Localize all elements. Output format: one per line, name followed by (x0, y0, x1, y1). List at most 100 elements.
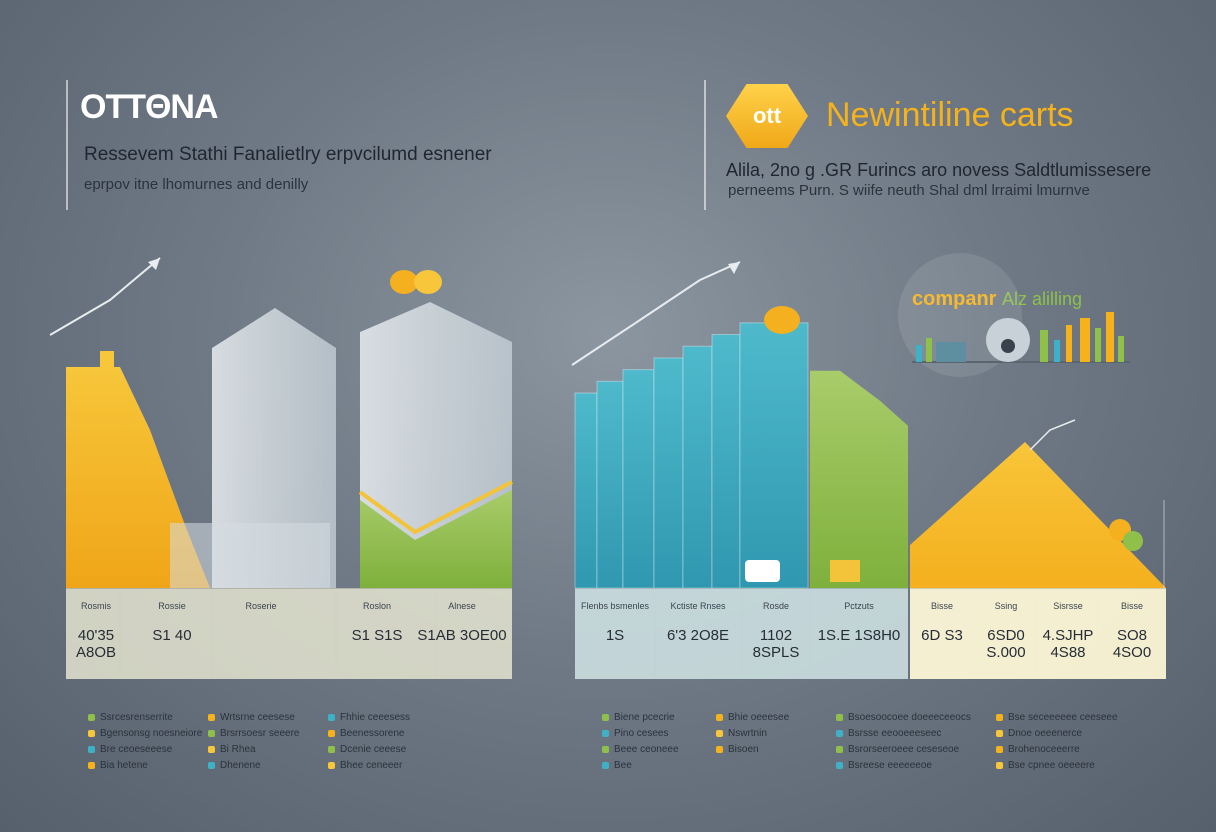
legend-swatch (836, 761, 843, 769)
cell-label: Bisse (930, 601, 953, 611)
legend-label: Beenessorene (340, 728, 405, 739)
cell-label: Roslon (362, 601, 391, 611)
left-subtitle: Ressevem Stathi Fanalietlry erpvcilumd e… (84, 144, 492, 165)
legend-swatch (996, 745, 1003, 753)
legend-item: Beenessorene (328, 728, 405, 739)
legend-item: Bsreese eeeeeeoe (836, 760, 932, 771)
cell-label: Kctiste Rnses (670, 601, 726, 611)
cell-value: 6'3 2O8E (666, 627, 730, 644)
legend-label: Bre ceoeseeese (100, 744, 173, 755)
legend-swatch (328, 761, 335, 769)
cell-label: Alnese (448, 601, 476, 611)
legend-label: Bi Rhea (220, 744, 256, 755)
cell-value: S1AB 3OE00 (417, 627, 507, 644)
legend-label: Pino cesees (614, 728, 669, 739)
legend-label: Biene pcecrie (614, 712, 675, 723)
legend-swatch (88, 729, 95, 737)
legend-item: Bisoen (716, 744, 759, 755)
bar-rosde (739, 322, 809, 589)
inset-title-main: companr (912, 288, 996, 310)
bar-kctiste (622, 369, 655, 589)
bar-kctiste (596, 380, 624, 589)
cell-value: 1S (605, 627, 625, 644)
cell-label: Ssing (994, 601, 1018, 611)
legend-swatch (208, 761, 215, 769)
legend-swatch (328, 713, 335, 721)
legend-item: Dnoe oeeenerce (996, 728, 1082, 739)
legend-item: Pino cesees (602, 728, 668, 739)
legend-swatch (602, 729, 609, 737)
legend-swatch (716, 713, 723, 721)
legend-item: Bre ceoeseeese (88, 744, 172, 755)
trend-arrow-right (1029, 419, 1076, 451)
legend-label: Bsrorseeroeee ceseseoe (848, 744, 960, 755)
legend-item: Bse seceeeeee ceeseee (996, 712, 1118, 723)
legend-swatch (996, 761, 1003, 769)
skyline-bar (936, 342, 966, 362)
inset-title-accent: Alz alilling (1002, 289, 1083, 309)
legend-swatch (88, 713, 95, 721)
legend-swatch (996, 729, 1003, 737)
cell-value: S1 S1S (351, 627, 403, 644)
right-title: Newintiline carts (826, 96, 1074, 134)
legend-item: Beee ceoneee (602, 744, 679, 755)
legend-label: Bhie oeeesee (728, 712, 790, 723)
legend-swatch (328, 729, 335, 737)
legend-swatch (208, 729, 215, 737)
coin-icon (764, 306, 800, 334)
legend-item: Bsoesoocoee doeeeceeocs (836, 712, 971, 723)
cell-value: 6SD0 S.000 (986, 627, 1026, 661)
right-subtitle-2: perneems Purn. S wiife neuth Shal dml lr… (728, 182, 1090, 199)
legend-swatch (716, 729, 723, 737)
coin-icon (414, 270, 442, 294)
legend-label: Fhhie ceeesess (340, 712, 411, 723)
legend-label: Bisoen (728, 744, 759, 755)
legend-swatch (88, 761, 95, 769)
bar-kctiste (682, 345, 713, 589)
legend-swatch (996, 713, 1003, 721)
legend-label: Dnoe oeeenerce (1008, 728, 1082, 739)
cell-label: Pctzuts (844, 601, 874, 611)
bar-flenbs (574, 392, 598, 589)
bar-roserie (212, 308, 336, 588)
coin-icon (390, 270, 418, 294)
skyline-bar (916, 345, 922, 362)
legend-swatch (602, 745, 609, 753)
chart-middle (571, 261, 908, 676)
legend-item: Bsrorseeroeee ceseseoe (836, 744, 959, 755)
legend-label: Bsreese eeeeeeoe (848, 760, 932, 771)
right-subtitle: Alila, 2no g .GR Furincs aro novess Sald… (726, 160, 1152, 180)
skyline-bar (1040, 330, 1048, 362)
satellite-dish-center (1001, 339, 1015, 353)
legend-swatch (836, 729, 843, 737)
brand-logo-text: ott (752, 103, 782, 128)
legend-swatch (208, 745, 215, 753)
brand-logo: ott (726, 84, 808, 148)
legend-label: Bsoesoocoee doeeeceeocs (848, 712, 971, 723)
legend-label: Beee ceoneee (614, 744, 679, 755)
legend-item: Dcenie ceeese (328, 744, 406, 755)
cell-label: Rossie (158, 601, 186, 611)
trend-arrow-left (49, 257, 161, 336)
cell-label: Rosde (762, 601, 789, 611)
legend-item: Ssrcesrenserrite (88, 712, 173, 723)
area-ssing (910, 442, 1166, 588)
legend-item: Bse cpnee oeeeere (996, 760, 1095, 771)
legend-label: Brsrrsoesr seeere (220, 728, 300, 739)
skyline-bar (1106, 312, 1114, 362)
skyline-bar (1095, 328, 1101, 362)
legend-item: Bee (602, 760, 632, 771)
cell-value: 1S.E 1S8H0 (817, 627, 901, 644)
legend-label: Dcenie ceeese (340, 744, 407, 755)
legend-swatch (836, 745, 843, 753)
legend-label: Bse seceeeeee ceeseee (1008, 712, 1118, 723)
bar-rossie (170, 523, 330, 588)
legend-label: Wrtsrne ceesese (220, 712, 295, 723)
legend-swatch (602, 713, 609, 721)
legend-item: Bsrsse eeooeeeseec (836, 728, 941, 739)
panel-middle: Flenbs bsmenles 1S Kctiste Rnses 6'3 2O8E Ro… (575, 588, 908, 679)
trend-arrowhead-left (148, 258, 160, 270)
legend-label: Bhee ceneeer (340, 760, 403, 771)
cell-value: 4.SJHP 4S88 (1042, 627, 1094, 661)
